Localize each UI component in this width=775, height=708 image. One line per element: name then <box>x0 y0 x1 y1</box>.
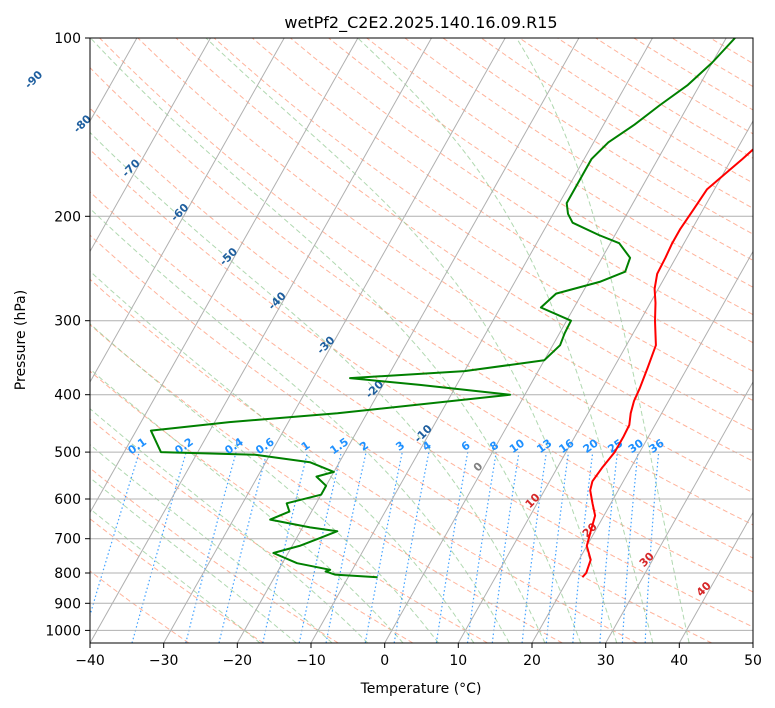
y-tick-label: 700 <box>54 532 81 548</box>
moist-adiabat <box>205 38 618 643</box>
mixing-ratio-line <box>185 451 237 643</box>
plot-frame <box>89 37 754 644</box>
mixing-ratio-line <box>545 452 570 643</box>
dry-adiabat <box>90 278 638 643</box>
isotherm-line <box>236 38 580 643</box>
moist-adiabat <box>90 270 475 643</box>
mixing-ratio-line <box>572 452 594 643</box>
isotherm-line <box>90 38 432 643</box>
moist-adiabat <box>90 207 510 643</box>
moist-adiabat <box>90 408 369 643</box>
moist-adiabat <box>90 323 439 643</box>
moist-adiabat <box>90 368 404 643</box>
x-tick-label: −10 <box>296 653 326 669</box>
isotherm-line <box>163 38 506 643</box>
x-tick-label: −20 <box>223 653 253 669</box>
moist-adiabat <box>357 38 654 643</box>
mixing-ratio-line <box>491 452 520 643</box>
y-tick-label: 300 <box>54 314 81 330</box>
isotherm-line <box>310 38 653 643</box>
dry-adiabat <box>90 370 488 643</box>
mixing-ratio-line <box>262 451 309 643</box>
x-tick-label: 0 <box>380 653 389 669</box>
x-tick-label: −30 <box>149 653 179 669</box>
x-tick-label: 10 <box>449 653 467 669</box>
temperature-line <box>581 148 753 578</box>
dry-adiabat <box>90 518 264 643</box>
y-tick-label: 200 <box>54 209 81 225</box>
dry-adiabat <box>90 234 712 643</box>
x-tick-label: 50 <box>744 653 762 669</box>
x-axis-label: Temperature (°C) <box>360 681 482 697</box>
mixing-ratio-line <box>298 451 342 643</box>
y-tick-label: 900 <box>54 596 81 612</box>
grid-lines <box>90 38 753 643</box>
moist-adiabat <box>90 508 261 643</box>
isotherm-line <box>531 250 753 643</box>
mixing-ratio-line <box>621 452 639 643</box>
y-tick-label: 600 <box>54 492 81 508</box>
isotherm-line <box>384 38 727 643</box>
chart-title: wetPf2_C2E2.2025.140.16.09.R15 <box>284 13 557 33</box>
mixing-ratio-line <box>599 452 618 643</box>
moist-adiabat <box>90 443 333 643</box>
x-tick-label: 30 <box>597 653 615 669</box>
isotherm-line <box>457 120 753 643</box>
y-tick-label: 500 <box>54 445 81 461</box>
isotherm-line <box>605 381 753 643</box>
x-tick-label: −40 <box>75 653 105 669</box>
mixing-ratio-line <box>521 452 547 643</box>
mixing-ratio-line <box>218 451 268 643</box>
y-tick-label: 1000 <box>45 623 81 639</box>
y-axis-label: Pressure (hPa) <box>13 290 29 390</box>
moist-adiabat <box>90 131 546 643</box>
dry-adiabat <box>90 191 753 628</box>
dry-adiabat <box>328 38 753 316</box>
isotherm-line <box>678 511 753 643</box>
y-tick-label: 100 <box>54 31 81 47</box>
dry-adiabat <box>290 38 753 344</box>
dry-adiabat <box>90 67 753 526</box>
dewpoint-line <box>149 38 736 579</box>
axis-ticks: −40 −30 −20 −10 0 10 20 30 40 50 100 200 300 400 500 60… <box>45 31 762 669</box>
dry-adiabat <box>366 38 753 288</box>
adiabat-lines <box>90 38 753 643</box>
mixing-ratio-line <box>435 451 469 643</box>
isotherm-line <box>90 38 285 384</box>
x-tick-label: 20 <box>523 653 541 669</box>
dry-adiabat <box>90 570 190 643</box>
y-tick-label: 400 <box>54 388 81 404</box>
moist-adiabat <box>516 38 690 643</box>
profile-series <box>149 38 753 579</box>
mixing-ratio-line <box>466 451 497 643</box>
isotherm-line <box>90 38 211 253</box>
moist-adiabat <box>90 477 297 643</box>
isotherm-line <box>90 38 359 514</box>
dry-adiabat <box>137 38 753 462</box>
x-tick-label: 40 <box>670 653 688 669</box>
y-tick-label: 800 <box>54 566 81 582</box>
dry-adiabat <box>175 38 753 432</box>
